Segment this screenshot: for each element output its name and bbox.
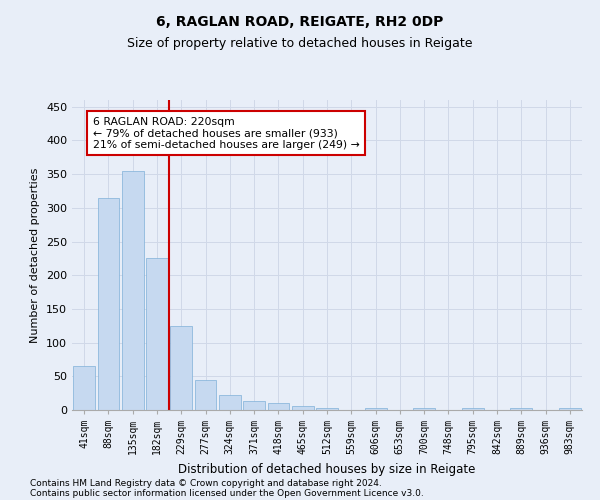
Bar xyxy=(97,198,119,410)
Bar xyxy=(194,380,217,410)
Text: Size of property relative to detached houses in Reigate: Size of property relative to detached ho… xyxy=(127,38,473,51)
Bar xyxy=(170,326,192,410)
Y-axis label: Number of detached properties: Number of detached properties xyxy=(31,168,40,342)
Text: Contains HM Land Registry data © Crown copyright and database right 2024.: Contains HM Land Registry data © Crown c… xyxy=(30,478,382,488)
Bar xyxy=(316,408,338,410)
Text: 6, RAGLAN ROAD, REIGATE, RH2 0DP: 6, RAGLAN ROAD, REIGATE, RH2 0DP xyxy=(157,15,443,29)
Bar xyxy=(511,408,532,410)
Bar xyxy=(365,408,386,410)
Bar xyxy=(462,408,484,410)
Bar xyxy=(73,366,95,410)
Text: Contains public sector information licensed under the Open Government Licence v3: Contains public sector information licen… xyxy=(30,488,424,498)
Text: 6 RAGLAN ROAD: 220sqm
← 79% of detached houses are smaller (933)
21% of semi-det: 6 RAGLAN ROAD: 220sqm ← 79% of detached … xyxy=(92,117,359,150)
Bar xyxy=(268,404,289,410)
Bar xyxy=(292,406,314,410)
Bar xyxy=(122,171,143,410)
X-axis label: Distribution of detached houses by size in Reigate: Distribution of detached houses by size … xyxy=(178,462,476,475)
Bar xyxy=(146,258,168,410)
Bar xyxy=(243,400,265,410)
Bar xyxy=(413,408,435,410)
Bar xyxy=(559,408,581,410)
Bar xyxy=(219,395,241,410)
